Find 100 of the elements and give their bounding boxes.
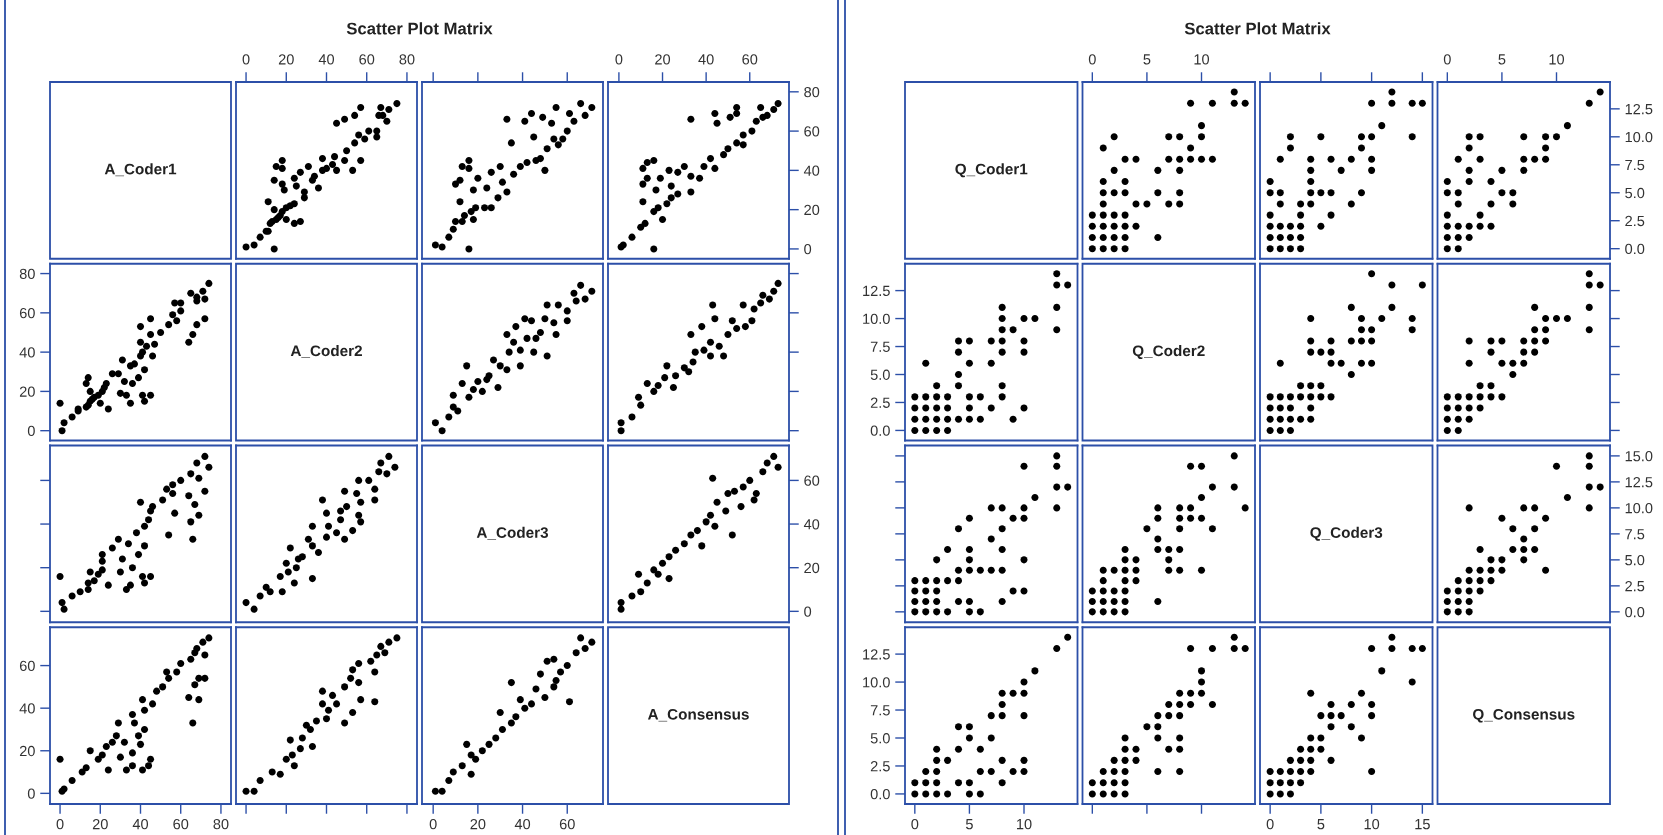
point	[965, 514, 973, 522]
point	[1408, 326, 1416, 334]
point	[1585, 270, 1593, 278]
point	[1031, 667, 1039, 675]
point	[944, 577, 952, 585]
point	[1408, 678, 1416, 686]
point	[449, 391, 457, 399]
point	[1165, 200, 1173, 208]
point	[663, 200, 671, 208]
point	[1476, 577, 1484, 585]
x-tick-label: 10	[1364, 818, 1380, 830]
point	[965, 734, 973, 742]
point	[1121, 233, 1129, 242]
y-tick-label: 10.0	[863, 313, 890, 324]
point	[1110, 756, 1118, 764]
point	[770, 105, 778, 114]
point	[976, 608, 984, 616]
point	[954, 525, 963, 533]
point	[746, 476, 754, 484]
point	[1176, 545, 1184, 554]
point	[1020, 337, 1028, 345]
text: A_Coder2	[290, 345, 362, 358]
point	[998, 504, 1006, 512]
y-tick-label: 60	[804, 126, 820, 137]
point	[1327, 155, 1335, 163]
point	[1132, 200, 1140, 208]
point	[1531, 303, 1539, 311]
point	[944, 608, 952, 616]
point	[521, 704, 529, 712]
point	[543, 657, 551, 665]
point	[1121, 545, 1129, 554]
point	[1307, 189, 1315, 197]
point	[1088, 597, 1096, 605]
point	[1443, 608, 1451, 616]
point	[1121, 756, 1129, 764]
point	[1357, 315, 1366, 323]
point	[1337, 166, 1345, 174]
point	[1542, 337, 1550, 345]
point	[159, 496, 167, 504]
point	[1276, 233, 1284, 242]
point	[1317, 222, 1325, 230]
point	[1454, 233, 1462, 242]
point	[1154, 189, 1162, 197]
point	[189, 719, 197, 727]
point	[1307, 166, 1315, 174]
point	[1121, 790, 1129, 798]
point	[516, 346, 524, 354]
point	[543, 145, 551, 153]
x-tick-label: 40	[514, 818, 531, 830]
point	[1498, 566, 1506, 574]
point	[665, 166, 673, 174]
point	[1297, 745, 1305, 753]
point	[998, 525, 1006, 533]
point	[102, 742, 110, 751]
point	[503, 330, 511, 338]
point	[1143, 525, 1151, 533]
point	[1465, 566, 1473, 574]
point	[702, 518, 710, 526]
point	[1487, 382, 1495, 390]
point	[1197, 122, 1206, 130]
y-tick-label: 5.0	[1625, 187, 1645, 199]
y-tick-label: 60	[19, 660, 35, 672]
point	[667, 182, 675, 190]
point	[1176, 155, 1184, 163]
y-tick-label: 2.5	[1625, 215, 1645, 227]
point	[1297, 200, 1305, 208]
point	[1154, 233, 1162, 242]
point	[1176, 712, 1184, 720]
point	[998, 689, 1006, 697]
point	[541, 693, 549, 702]
point	[1009, 415, 1017, 423]
point	[541, 166, 549, 174]
x-tick-label: 40	[318, 54, 335, 65]
point	[954, 370, 963, 379]
text: A_Coder3	[476, 526, 549, 540]
point	[498, 178, 506, 186]
point	[639, 164, 647, 172]
point	[998, 303, 1006, 311]
point	[1408, 644, 1416, 653]
point	[1132, 745, 1140, 753]
point	[730, 487, 739, 495]
point	[1121, 155, 1129, 163]
point	[1020, 514, 1028, 522]
point	[1121, 577, 1129, 585]
x-tick-label: 0	[56, 818, 64, 830]
point	[122, 766, 130, 774]
point	[1088, 608, 1096, 616]
point	[1418, 281, 1426, 289]
point	[965, 597, 973, 605]
point	[722, 507, 730, 515]
point	[1165, 133, 1173, 141]
point	[278, 588, 286, 596]
point	[1143, 723, 1151, 731]
point	[341, 487, 349, 495]
point	[282, 559, 290, 567]
point	[1465, 166, 1473, 174]
point	[687, 531, 695, 539]
point	[1327, 359, 1335, 367]
point	[128, 564, 136, 572]
point	[375, 468, 383, 476]
